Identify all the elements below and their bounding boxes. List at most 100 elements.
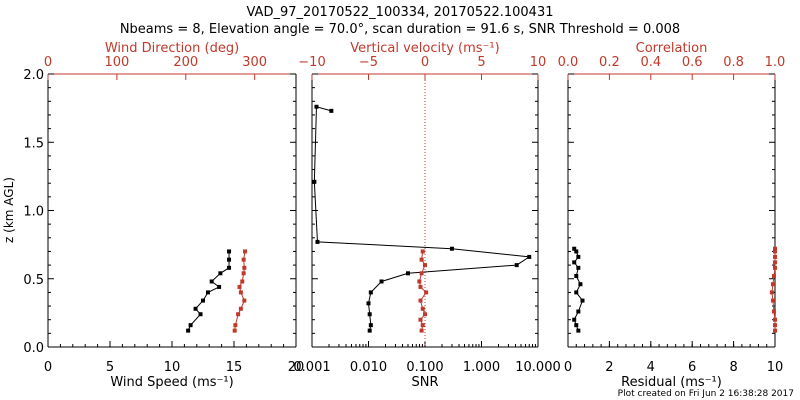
residual-series-top-point <box>773 260 777 265</box>
wind-series-bottom-point <box>205 290 210 295</box>
snr-top-tick-label: −10 <box>298 55 325 70</box>
snr-series-bottom-point <box>367 328 372 333</box>
snr-series-top-point <box>420 306 425 311</box>
residual-series-bottom-point <box>574 290 579 295</box>
residual-series-bottom-point <box>572 317 577 322</box>
wind-series-top-point <box>236 312 241 317</box>
snr-series-top-point <box>417 279 422 284</box>
wind-y-tick-label: 0.5 <box>23 273 44 288</box>
wind-top-tick-label: 0 <box>44 55 52 70</box>
snr-series-top-point <box>424 290 429 295</box>
wind-x-tick-label: 20 <box>288 360 305 375</box>
residual-series-top-point <box>773 246 777 251</box>
wind-series-top-point <box>240 279 245 284</box>
snr-series-top-point <box>418 298 423 303</box>
residual-series-top-point <box>773 265 777 270</box>
wind-x-tick-label: 5 <box>106 360 114 375</box>
residual-series-bottom-point <box>572 260 577 265</box>
wind-series-bottom-point <box>227 257 232 262</box>
wind-series-bottom-point <box>193 306 198 311</box>
wind-series-bottom-point <box>188 323 193 328</box>
residual-top-tick-label: 0.8 <box>723 55 744 70</box>
wind-series-bottom-point <box>217 284 222 289</box>
wind-x-axis-label: Wind Speed (ms⁻¹) <box>110 375 233 390</box>
snr-top-axis-label: Vertical velocity (ms⁻¹) <box>350 41 499 56</box>
wind-series-top-point <box>242 298 247 303</box>
snr-series-top-point <box>418 284 423 289</box>
snr-x-tick-label: 0.010 <box>350 360 387 375</box>
wind-series-top-point <box>242 265 247 270</box>
wind-x-tick-label: 0 <box>44 360 52 375</box>
wind-top-tick-label: 300 <box>242 55 267 70</box>
residual-series-bottom-point <box>576 254 581 259</box>
snr-series-top-point <box>423 312 427 317</box>
residual-series-bottom-point <box>576 309 581 314</box>
snr-top-tick-label: −5 <box>359 55 378 70</box>
snr-series-top-point <box>418 317 423 322</box>
residual-series-top-point <box>773 254 777 259</box>
wind-series-bottom-point <box>201 298 205 303</box>
residual-top-tick-label: 0.0 <box>558 55 579 70</box>
wind-series-bottom-point <box>227 265 232 270</box>
snr-series-top-point <box>419 271 424 276</box>
snr-top-tick-label: 10 <box>530 55 547 70</box>
snr-series-top-point <box>423 263 427 268</box>
residual-top-tick-label: 1.0 <box>765 55 786 70</box>
snr-series-bottom-point <box>312 179 317 184</box>
snr-series-bottom-point <box>449 246 454 251</box>
wind-series-top-point <box>238 290 243 295</box>
residual-series-top-point <box>771 309 776 314</box>
snr-series-bottom-point <box>314 104 319 109</box>
snr-series-bottom-point <box>368 290 373 295</box>
wind-y-tick-label: 1.5 <box>23 136 44 151</box>
snr-series-bottom-point <box>366 301 371 306</box>
residual-series-bottom-point <box>574 249 579 254</box>
snr-x-tick-label: 0.100 <box>406 360 443 375</box>
residual-top-tick-label: 0.6 <box>682 55 703 70</box>
y-axis-label: z (km AGL) <box>2 177 16 243</box>
snr-series-bottom-point <box>315 239 320 244</box>
residual-series-bottom-point <box>574 323 579 328</box>
residual-x-tick-label: 10 <box>767 360 784 375</box>
snr-series-bottom-point <box>379 279 384 284</box>
residual-series-top-point <box>773 317 777 322</box>
residual-series-top-point <box>773 249 777 254</box>
residual-series-top-point <box>770 282 775 287</box>
wind-y-tick-label: 2.0 <box>23 68 44 83</box>
residual-series-top-point <box>771 274 776 279</box>
wind-series-bottom-point <box>209 279 214 284</box>
residual-x-tick-label: 6 <box>688 360 696 375</box>
residual-series-bottom-point <box>572 246 577 251</box>
residual-series-bottom-point <box>574 274 579 279</box>
snr-x-tick-label: 10.000 <box>515 360 561 375</box>
residual-x-axis-label: Residual (ms⁻¹) <box>621 375 722 390</box>
wind-x-tick-label: 15 <box>226 360 243 375</box>
wind-top-axis-label: Wind Direction (deg) <box>105 41 239 56</box>
snr-series-bottom-point <box>514 263 519 268</box>
wind-series-top-point <box>232 328 237 333</box>
figure-subtitle: Nbeams = 8, Elevation angle = 70.0°, sca… <box>120 22 680 37</box>
residual-series-top-point <box>773 328 777 333</box>
snr-series-bottom-point <box>367 312 372 317</box>
wind-series-top-point <box>233 323 238 328</box>
residual-top-tick-label: 0.4 <box>640 55 661 70</box>
wind-series-top-point <box>241 257 246 262</box>
residual-top-axis-label: Correlation <box>636 41 708 56</box>
snr-top-tick-label: 5 <box>477 55 485 70</box>
residual-x-tick-label: 0 <box>564 360 572 375</box>
wind-y-tick-label: 1.0 <box>23 205 44 220</box>
residual-x-tick-label: 8 <box>729 360 737 375</box>
wind-y-tick-label: 0.0 <box>23 341 44 356</box>
residual-x-tick-label: 2 <box>605 360 613 375</box>
wind-series-bottom-point <box>227 249 232 254</box>
snr-top-tick-label: 0 <box>421 55 429 70</box>
snr-x-tick-label: 0.001 <box>293 360 330 375</box>
residual-top-tick-label: 0.2 <box>599 55 620 70</box>
wind-series-bottom-point <box>186 328 191 333</box>
figure-title: VAD_97_20170522_100334, 20170522.100431 <box>247 5 554 20</box>
residual-series-bottom-point <box>578 282 583 287</box>
wind-series-top-point <box>237 284 242 289</box>
snr-series-top-point <box>419 328 424 333</box>
snr-series-bottom-point <box>405 271 410 276</box>
wind-series-top-point <box>243 249 248 254</box>
